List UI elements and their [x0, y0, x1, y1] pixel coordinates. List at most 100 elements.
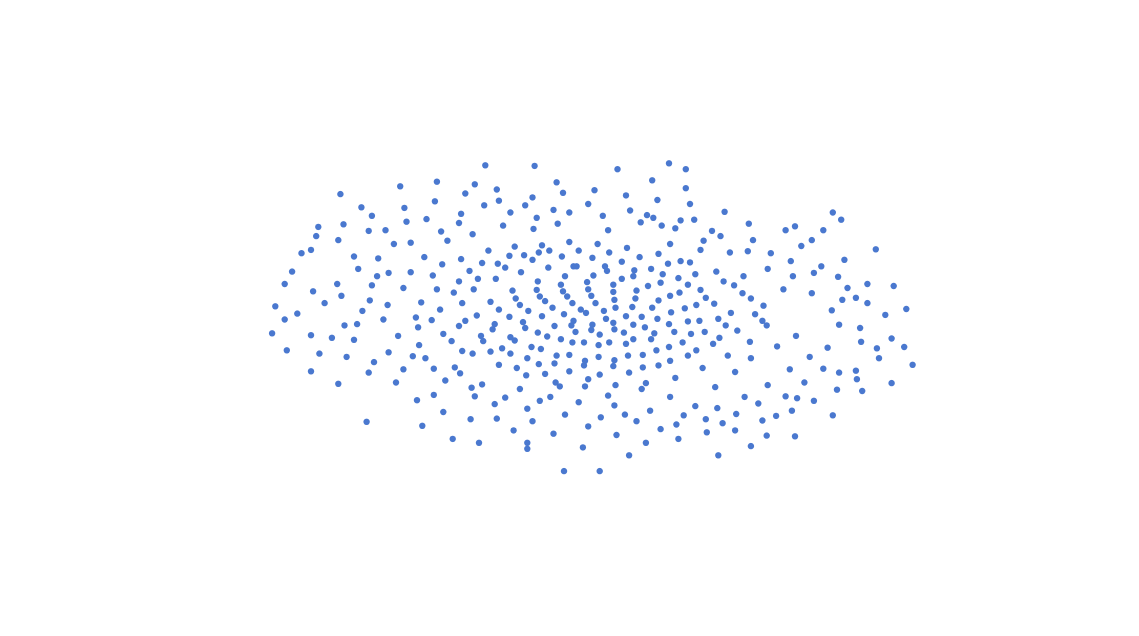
scatter-point: [495, 361, 503, 368]
scatter-point: [696, 317, 703, 324]
scatter-point: [485, 247, 492, 254]
scatter-point: [459, 299, 466, 307]
scatter-point: [659, 271, 666, 278]
scatter-point: [859, 387, 866, 395]
scatter-point: [810, 397, 818, 404]
scatter-point: [610, 319, 617, 326]
scatter-point: [335, 236, 342, 244]
scatter-point: [657, 425, 664, 433]
scatter-point: [585, 423, 592, 430]
scatter-point: [596, 331, 603, 338]
scatter-point: [759, 417, 766, 424]
scatter-point: [448, 337, 455, 345]
scatter-point: [419, 422, 426, 429]
scatter-point: [727, 309, 735, 317]
scatter-point: [651, 330, 658, 337]
scatter-point: [829, 209, 836, 216]
scatter-point: [844, 284, 851, 292]
scatter-point: [767, 250, 774, 257]
scatter-point: [665, 160, 673, 167]
scatter-point: [610, 288, 617, 296]
scatter-point: [534, 329, 541, 336]
scatter-point: [577, 306, 584, 313]
scatter-point: [633, 287, 640, 294]
scatter-point: [400, 284, 407, 292]
scatter-point: [491, 320, 498, 328]
scatter-point: [835, 321, 843, 328]
scatter-point: [436, 306, 444, 313]
scatter-point: [763, 322, 770, 329]
scatter-point: [888, 335, 895, 342]
scatter-point: [852, 367, 860, 374]
scatter-point: [630, 321, 637, 328]
scatter-point: [888, 379, 895, 387]
scatter-point: [833, 386, 841, 393]
scatter-point: [649, 177, 656, 184]
scatter-point: [864, 280, 871, 288]
scatter-point: [307, 246, 315, 254]
scatter-point: [595, 341, 602, 349]
scatter-point: [644, 282, 652, 290]
scatter-point: [489, 326, 496, 333]
scatter-point: [493, 415, 500, 422]
scatter-point: [820, 227, 827, 234]
scatter-point: [596, 371, 603, 378]
scatter-point: [449, 435, 456, 443]
scatter-point: [298, 250, 305, 257]
scatter-point: [560, 311, 568, 318]
scatter-point: [552, 379, 559, 386]
scatter-point: [734, 327, 741, 334]
scatter-point: [600, 307, 608, 315]
scatter-point: [493, 186, 500, 193]
scatter-point: [466, 267, 473, 275]
scatter-point: [538, 313, 546, 320]
scatter-point: [423, 215, 430, 223]
scatter-point: [524, 445, 531, 452]
scatter-point: [901, 343, 908, 351]
scatter-point: [353, 320, 361, 328]
scatter-point: [541, 297, 549, 305]
scatter-point: [538, 242, 546, 249]
scatter-point: [545, 264, 552, 271]
scatter-point: [773, 343, 781, 350]
scatter-point: [820, 365, 827, 372]
scatter-point: [495, 197, 503, 204]
scatter-point: [462, 190, 469, 197]
scatter-point: [682, 185, 689, 192]
scatter-point: [498, 345, 506, 352]
scatter-point: [457, 255, 465, 263]
scatter-point: [428, 316, 435, 324]
scatter-point: [610, 362, 617, 370]
scatter-point: [433, 286, 441, 293]
scatter-point: [481, 202, 488, 209]
scatter-point: [268, 330, 276, 337]
scatter-point: [829, 412, 836, 419]
scatter-point: [684, 352, 692, 359]
scatter-point: [307, 332, 315, 339]
scatter-point: [561, 411, 569, 418]
scatter-point: [455, 322, 463, 330]
scatter-point: [782, 393, 789, 400]
scatter-point: [702, 294, 709, 301]
scatter-point: [675, 435, 682, 443]
scatter-point: [747, 442, 755, 450]
scatter-point: [524, 405, 531, 412]
scatter-point: [573, 263, 580, 270]
scatter-point: [557, 336, 565, 343]
scatter-point: [763, 432, 770, 439]
scatter-point: [673, 421, 680, 428]
scatter-point: [281, 280, 288, 288]
scatter-point: [437, 228, 445, 235]
scatter-point: [693, 301, 700, 309]
scatter-point: [478, 381, 486, 388]
scatter-point: [818, 263, 825, 270]
scatter-point: [524, 355, 531, 362]
scatter-point: [559, 288, 567, 295]
scatter-point: [390, 240, 398, 248]
scatter-point: [793, 395, 801, 402]
scatter-point: [875, 355, 883, 362]
scatter-point: [589, 254, 596, 261]
scatter-point: [741, 393, 748, 401]
scatter-point: [335, 380, 342, 387]
scatter-point: [604, 227, 612, 234]
